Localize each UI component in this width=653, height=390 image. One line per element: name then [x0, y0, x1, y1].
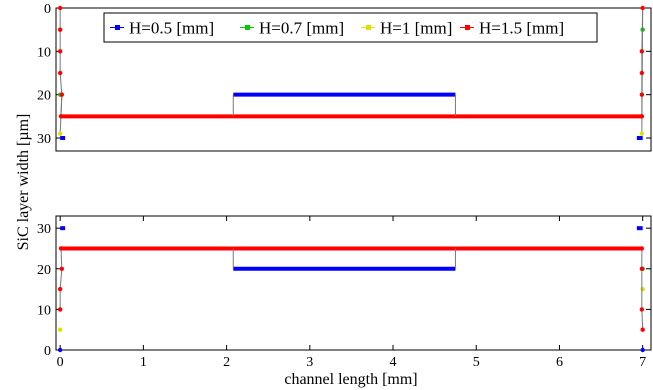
data-point-h-1-5-mm [639, 266, 645, 271]
data-point-h-1-5-mm [639, 92, 645, 97]
data-point-h-1-5-mm [639, 307, 645, 312]
top-panel: 0 10 20 30 H=0.5 [mm] H=0.7 [mm] H=1 [mm] H=1.5… [37, 2, 652, 152]
data-point-h-1-5-mm [57, 27, 63, 32]
x-tick-label: 1 [140, 355, 147, 370]
x-tick-label: 0 [57, 355, 64, 370]
legend-entry-h-1-5-mm: H=1.5 [mm] [479, 19, 564, 38]
data-point-h-1-5-mm [58, 246, 64, 251]
series-connector-h-1-5-mm [641, 7, 644, 52]
x-tick-label: 3 [306, 355, 313, 370]
y-tick-label: 0 [44, 2, 51, 17]
data-point-h-0-5-mm [640, 347, 645, 353]
data-point-h-1-5-mm [639, 70, 645, 76]
data-point-h-1-5-mm [57, 307, 63, 312]
y-tick-label: 0 [44, 344, 51, 359]
data-point-h-1-mm [640, 286, 645, 292]
legend-box [103, 12, 598, 43]
bottom-plot-frame [55, 215, 652, 351]
legend-entry-h-0-7-mm: H=0.7 [mm] [259, 19, 344, 38]
x-tick-label: 5 [473, 355, 480, 370]
bottom-panel: 0 10 20 30 0 1 2 3 4 5 6 7 [37, 215, 652, 370]
legend-entry-h-0-5-mm: H=0.5 [mm] [129, 19, 214, 38]
legend-entry-h-1-mm: H=1 [mm] [380, 19, 452, 38]
series-connector-h-1-5-mm [60, 94, 63, 117]
legend: H=0.5 [mm] H=0.7 [mm] H=1 [mm] H=1.5 [mm] [103, 12, 598, 43]
data-point-h-1-5-mm [59, 266, 65, 271]
x-tick-label: 4 [390, 355, 397, 370]
y-tick-label: 10 [37, 303, 51, 318]
x-tick-label: 6 [556, 355, 563, 370]
y-tick-label: 30 [37, 132, 51, 147]
legend-swatch-marker [245, 25, 250, 30]
legend-swatch-marker [115, 25, 120, 30]
data-point-h-1-5-mm [640, 5, 645, 11]
legend-swatch-marker [465, 25, 470, 30]
x-axis-label: channel length [mm] [284, 371, 417, 388]
y-tick-label: 20 [37, 89, 51, 104]
data-point-h-1-5-mm [57, 5, 63, 11]
data-point-h-1-5-mm [639, 49, 645, 54]
data-point-h-1-5-mm [59, 92, 65, 97]
x-tick-label: 7 [639, 355, 646, 370]
data-point-h-1-5-mm [640, 327, 645, 332]
series-connector-h-1-5-mm [59, 72, 63, 95]
data-point-h-1-5-mm [57, 49, 63, 54]
top-plot-frame [55, 7, 652, 152]
data-point-h-1-5-mm [57, 286, 63, 292]
data-point-h-1-5-mm [639, 246, 645, 251]
y-axis-label: SiC layer width [µm] [15, 114, 32, 251]
y-tick-label: 20 [37, 263, 51, 278]
data-point-h-0-5-mm [57, 347, 63, 353]
series-connector-h-1-5-mm [641, 309, 644, 330]
x-tick-label: 2 [223, 355, 230, 370]
data-point-h-1-mm [57, 327, 63, 332]
data-point-h-1-5-mm [639, 114, 645, 119]
data-point-h-1-mm [57, 131, 63, 136]
y-tick-label: 10 [37, 45, 51, 60]
y-tick-label: 30 [37, 222, 51, 237]
series-connector-h-1-5-mm [60, 248, 63, 269]
legend-swatch-marker [366, 25, 371, 30]
data-point-h-1-mm [639, 131, 645, 136]
data-point-h-1-5-mm [58, 114, 64, 119]
series-connector-h-1-5-mm [59, 268, 63, 290]
data-point-h-1-5-mm [57, 70, 63, 76]
